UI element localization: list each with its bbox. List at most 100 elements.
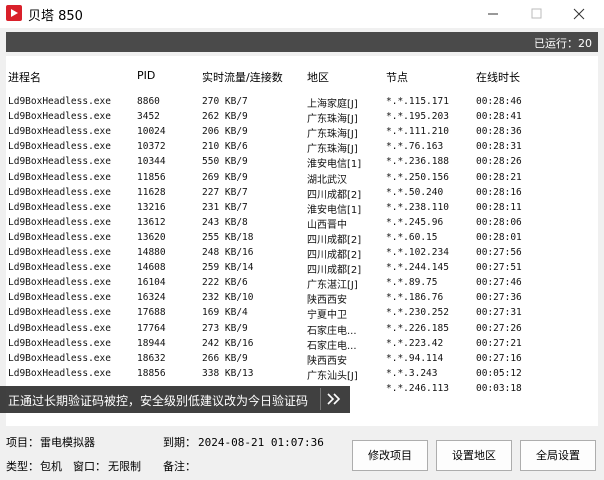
cell-node: *.*.236.188 xyxy=(386,156,449,168)
cell-node: *.*.245.96 xyxy=(386,216,444,228)
toast-arrow[interactable] xyxy=(320,388,346,410)
column-header: 地区 xyxy=(307,71,329,84)
cell-pid: 14880 xyxy=(137,247,166,258)
cell-name: Ld9BoxHeadless.exe xyxy=(8,262,111,274)
cell-region: 广东珠海[J] xyxy=(307,144,358,156)
cell-region: 宁夏中卫 xyxy=(307,310,347,322)
cell-name: Ld9BoxHeadless.exe xyxy=(8,231,111,243)
cell-flow: 210 KB/6 xyxy=(202,141,248,153)
cell-time: 00:28:21 xyxy=(476,171,522,183)
cell-node: *.*.238.110 xyxy=(386,201,449,213)
running-count: 已运行：20 xyxy=(534,37,592,50)
expire-label: 到期： xyxy=(163,436,196,449)
cell-time: 00:28:41 xyxy=(476,111,522,123)
edit-project-button[interactable]: 修改项目 xyxy=(352,440,428,471)
cell-flow: 269 KB/9 xyxy=(202,171,248,183)
cell-flow: 227 KB/7 xyxy=(202,186,248,198)
cell-region: 淮安电信[1] xyxy=(307,204,362,216)
cell-time: 00:28:06 xyxy=(476,216,522,228)
cell-name: Ld9BoxHeadless.exe xyxy=(8,337,111,349)
cell-time: 00:03:18 xyxy=(476,382,522,394)
cell-name: Ld9BoxHeadless.exe xyxy=(8,141,111,153)
cell-region: 湖北武汉 xyxy=(307,174,347,186)
cell-time: 00:27:36 xyxy=(476,292,522,304)
cell-time: 00:28:46 xyxy=(476,96,522,107)
cell-region: 石家庄电... xyxy=(307,325,357,337)
cell-flow: 262 KB/9 xyxy=(202,111,248,123)
cell-name: Ld9BoxHeadless.exe xyxy=(8,201,111,213)
cell-node: *.*.226.185 xyxy=(386,322,449,334)
type-label: 类型： xyxy=(6,460,39,473)
cell-pid: 16104 xyxy=(137,277,166,289)
toast-text: 正通过长期验证码被控，安全级别低建议改为今日验证码 xyxy=(8,394,309,408)
cell-pid: 13612 xyxy=(137,216,166,228)
cell-time: 00:27:21 xyxy=(476,337,522,349)
cell-name: Ld9BoxHeadless.exe xyxy=(8,126,111,138)
cell-time: 00:28:01 xyxy=(476,231,522,243)
cell-node: *.*.89.75 xyxy=(386,277,438,289)
cell-region: 四川成都[2] xyxy=(307,189,362,201)
cell-flow: 248 KB/16 xyxy=(202,247,254,258)
window-mode: 无限制 xyxy=(108,460,141,473)
cell-time: 00:27:56 xyxy=(476,247,522,258)
cell-pid: 10344 xyxy=(137,156,166,168)
cell-name: Ld9BoxHeadless.exe xyxy=(8,292,111,304)
cell-region: 四川成都[2] xyxy=(307,265,362,277)
window-title: 贝塔 850 xyxy=(28,9,83,24)
cell-name: Ld9BoxHeadless.exe xyxy=(8,171,111,183)
cell-time: 00:28:36 xyxy=(476,126,522,138)
cell-name: Ld9BoxHeadless.exe xyxy=(8,216,111,228)
project-label: 项目： xyxy=(6,436,39,449)
cell-region: 四川成都[2] xyxy=(307,250,362,261)
cell-node: *.*.50.240 xyxy=(386,186,444,198)
cell-pid: 17764 xyxy=(137,322,166,334)
column-header: 进程名 xyxy=(8,71,41,84)
cell-name: Ld9BoxHeadless.exe xyxy=(8,96,111,107)
cell-name: Ld9BoxHeadless.exe xyxy=(8,111,111,123)
cell-flow: 243 KB/8 xyxy=(202,216,248,228)
cell-region: 广东珠海[J] xyxy=(307,114,358,126)
cell-name: Ld9BoxHeadless.exe xyxy=(8,307,111,319)
expire: 2024-08-21 01:07:36 xyxy=(198,436,324,449)
cell-region: 陕西西安 xyxy=(307,295,347,307)
cell-node: *.*.186.76 xyxy=(386,292,444,304)
cell-pid: 13620 xyxy=(137,231,166,243)
cell-node: *.*.60.15 xyxy=(386,231,438,243)
window-controls[interactable] xyxy=(480,6,600,22)
cell-flow: 259 KB/14 xyxy=(202,262,254,274)
cell-name: Ld9BoxHeadless.exe xyxy=(8,367,111,379)
cell-flow: 206 KB/9 xyxy=(202,126,248,138)
cell-flow: 242 KB/16 xyxy=(202,337,254,349)
cell-node: *.*.244.145 xyxy=(386,262,449,274)
cell-name: Ld9BoxHeadless.exe xyxy=(8,352,111,364)
global-settings-button[interactable]: 全局设置 xyxy=(520,440,596,471)
cell-region: 上海家庭[J] xyxy=(307,99,358,110)
cell-region: 淮安电信[1] xyxy=(307,159,362,171)
cell-name: Ld9BoxHeadless.exe xyxy=(8,247,111,258)
toast[interactable] xyxy=(0,386,350,413)
cell-time: 00:05:12 xyxy=(476,367,522,379)
cell-flow: 550 KB/9 xyxy=(202,156,248,168)
set-region-button[interactable]: 设置地区 xyxy=(436,440,512,471)
cell-flow: 266 KB/9 xyxy=(202,352,248,364)
cell-node: *.*.111.210 xyxy=(386,126,449,138)
cell-time: 00:27:46 xyxy=(476,277,522,289)
cell-time: 00:27:31 xyxy=(476,307,522,319)
window-label: 窗口： xyxy=(73,460,106,473)
cell-time: 00:28:11 xyxy=(476,201,522,213)
cell-flow: 255 KB/18 xyxy=(202,231,254,243)
column-header: 实时流量/连接数 xyxy=(202,71,283,84)
cell-node: *.*.115.171 xyxy=(386,96,449,107)
cell-name: Ld9BoxHeadless.exe xyxy=(8,277,111,289)
cell-flow: 231 KB/7 xyxy=(202,201,248,213)
cell-flow: 169 KB/4 xyxy=(202,307,248,319)
cell-time: 00:27:51 xyxy=(476,262,522,274)
cell-node: *.*.195.203 xyxy=(386,111,449,123)
cell-pid: 10024 xyxy=(137,126,166,138)
cell-pid: 13216 xyxy=(137,201,166,213)
type: 包机 xyxy=(40,460,62,473)
cell-region: 四川成都[2] xyxy=(307,234,362,246)
cell-node: *.*.3.243 xyxy=(386,367,438,379)
process-list[interactable] xyxy=(6,56,598,426)
